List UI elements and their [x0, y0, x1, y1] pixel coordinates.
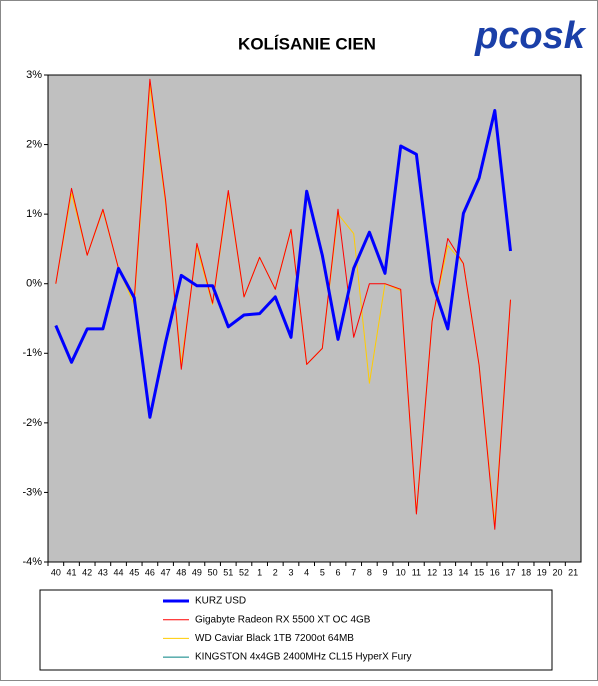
x-tick-label: 50 — [208, 567, 218, 577]
y-tick-label: -1% — [22, 347, 42, 359]
x-tick-label: 1 — [257, 567, 262, 577]
x-tick-label: 45 — [129, 567, 139, 577]
x-tick-label: 41 — [67, 567, 77, 577]
y-tick-label: -2% — [22, 417, 42, 429]
x-tick-label: 47 — [161, 567, 171, 577]
x-tick-label: 9 — [383, 567, 388, 577]
plot-area — [47, 74, 582, 563]
legend-label: WD Caviar Black 1TB 7200ot 64MB — [195, 633, 354, 644]
x-tick-label: 10 — [396, 567, 406, 577]
x-tick-label: 51 — [223, 567, 233, 577]
x-tick-label: 12 — [427, 567, 437, 577]
x-tick-label: 8 — [367, 567, 372, 577]
x-tick-label: 15 — [474, 567, 484, 577]
series-line — [54, 109, 512, 419]
x-tick-label: 17 — [505, 567, 515, 577]
x-tick-label: 49 — [192, 567, 202, 577]
x-tick-label: 14 — [458, 567, 468, 577]
y-tick-label: 2% — [26, 138, 42, 150]
legend-label: Gigabyte Radeon RX 5500 XT OC 4GB — [195, 614, 371, 625]
y-tick-label: -3% — [22, 486, 42, 498]
x-tick-label: 4 — [304, 567, 309, 577]
legend-label: KINGSTON 4x4GB 2400MHz CL15 HyperX Fury — [195, 652, 412, 663]
legend-label: KURZ USD — [195, 596, 246, 607]
y-tick-label: 0% — [26, 278, 42, 290]
legend — [39, 589, 553, 671]
x-tick-label: 7 — [351, 567, 356, 577]
x-tick-label: 52 — [239, 567, 249, 577]
x-tick-label: 48 — [176, 567, 186, 577]
y-tick-label: -4% — [22, 556, 42, 568]
x-tick-label: 13 — [443, 567, 453, 577]
x-tick-label: 42 — [82, 567, 92, 577]
x-tick-label: 43 — [98, 567, 108, 577]
x-tick-label: 11 — [412, 567, 421, 577]
x-tick-label: 6 — [336, 567, 341, 577]
x-tick-label: 3 — [288, 567, 293, 577]
x-tick-label: 21 — [568, 567, 578, 577]
x-tick-label: 18 — [521, 567, 531, 577]
x-tick-label: 44 — [114, 567, 124, 577]
x-tick-label: 40 — [51, 567, 61, 577]
x-tick-label: 2 — [273, 567, 278, 577]
y-tick-label: 1% — [26, 208, 42, 220]
y-tick-label: 3% — [26, 69, 42, 81]
logo: pcosk — [474, 15, 587, 57]
x-tick-label: 5 — [320, 567, 325, 577]
x-tick-label: 46 — [145, 567, 155, 577]
x-tick-label: 19 — [537, 567, 547, 577]
x-tick-label: 16 — [490, 567, 500, 577]
x-tick-label: 20 — [552, 567, 562, 577]
chart-title: KOLÍSANIE CIEN — [238, 34, 376, 53]
